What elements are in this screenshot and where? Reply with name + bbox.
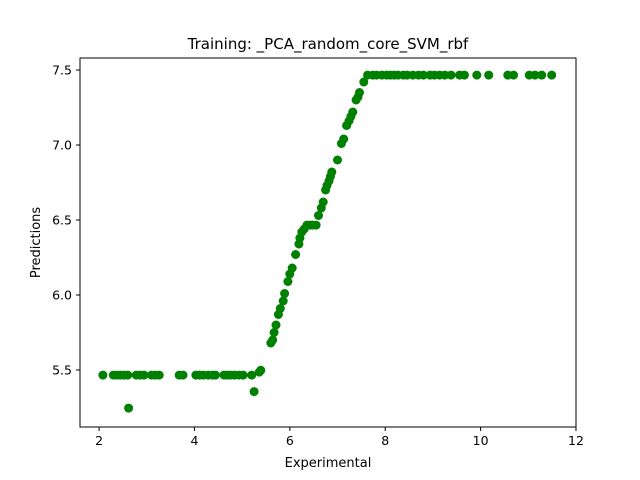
y-tick-label: 7.0 bbox=[52, 138, 72, 153]
data-point bbox=[291, 250, 301, 259]
y-tick-label: 7.5 bbox=[52, 63, 72, 78]
axes-frame bbox=[79, 57, 577, 428]
data-point bbox=[530, 70, 540, 80]
data-point bbox=[484, 70, 494, 80]
data-point bbox=[418, 70, 428, 80]
y-tick-label: 5.5 bbox=[52, 363, 72, 378]
data-point bbox=[256, 365, 266, 375]
data-point bbox=[154, 370, 164, 380]
y-axis: 5.5 6.0 6.5 7.0 7.5 bbox=[52, 63, 80, 378]
data-point bbox=[537, 70, 547, 80]
data-point bbox=[123, 370, 133, 380]
x-tick-label: 6 bbox=[286, 433, 294, 448]
x-axis: 2 4 6 8 10 12 bbox=[95, 427, 584, 448]
data-point bbox=[314, 211, 323, 220]
data-point bbox=[283, 277, 293, 286]
data-point bbox=[318, 197, 328, 207]
data-point bbox=[275, 304, 285, 313]
data-point bbox=[355, 88, 364, 97]
data-point bbox=[139, 370, 149, 380]
data-point bbox=[311, 220, 321, 230]
x-axis-label: Experimental bbox=[285, 456, 372, 471]
data-point bbox=[459, 70, 469, 80]
data-point bbox=[327, 167, 337, 177]
x-tick-label: 4 bbox=[190, 433, 198, 448]
data-point bbox=[509, 70, 518, 80]
y-tick-label: 6.0 bbox=[52, 288, 72, 303]
x-tick-label: 8 bbox=[381, 433, 389, 448]
data-point bbox=[333, 155, 342, 165]
x-tick-label: 10 bbox=[473, 433, 489, 448]
plot-area bbox=[98, 70, 557, 413]
data-point bbox=[446, 70, 456, 80]
data-point bbox=[269, 328, 279, 337]
data-point bbox=[440, 70, 450, 80]
data-point bbox=[210, 370, 220, 380]
chart-title: Training: _PCA_random_core_SVM_rbf bbox=[187, 35, 469, 54]
data-point bbox=[124, 403, 134, 413]
data-point bbox=[359, 77, 369, 87]
data-point bbox=[547, 70, 557, 80]
data-point bbox=[178, 370, 188, 380]
data-point bbox=[280, 289, 290, 298]
data-point bbox=[271, 320, 281, 330]
data-point bbox=[249, 387, 259, 397]
data-point bbox=[238, 370, 248, 380]
y-tick-label: 6.5 bbox=[52, 213, 72, 228]
data-point bbox=[98, 370, 108, 380]
x-tick-label: 12 bbox=[568, 433, 584, 448]
data-point bbox=[287, 263, 297, 273]
data-point bbox=[268, 335, 278, 345]
x-tick-label: 2 bbox=[95, 433, 103, 448]
data-point bbox=[472, 70, 482, 80]
data-point bbox=[348, 107, 358, 117]
y-axis-label: Predictions bbox=[29, 207, 44, 279]
data-point bbox=[278, 296, 288, 306]
data-point bbox=[339, 134, 349, 144]
data-point bbox=[247, 370, 257, 380]
